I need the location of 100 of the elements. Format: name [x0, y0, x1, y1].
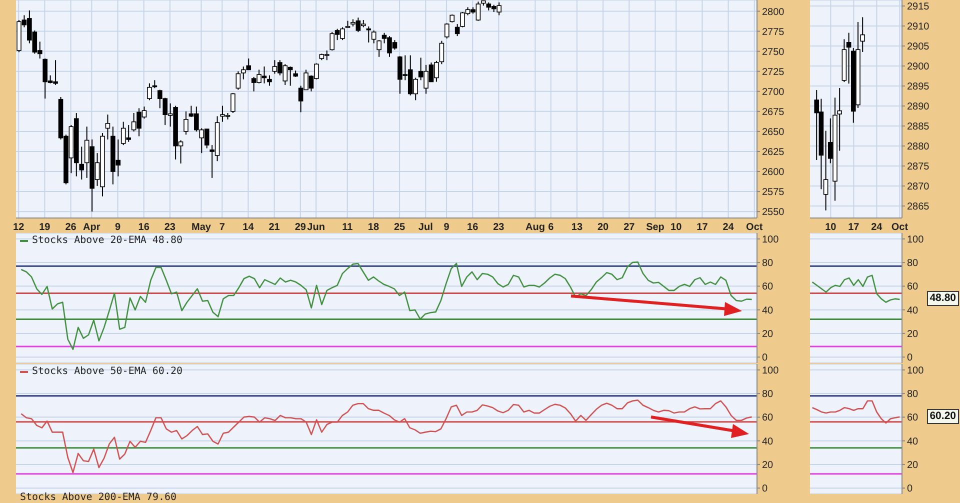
candlestick: [184, 110, 188, 136]
x-tick-label: 11: [342, 222, 354, 234]
candlestick: [105, 114, 110, 140]
y-tick-label: 20: [762, 329, 774, 340]
y-tick-label: 80: [907, 258, 919, 270]
x-tick-label: 24: [871, 222, 883, 234]
candlestick: [371, 30, 376, 44]
y-tick-label: 2905: [907, 42, 930, 53]
x-tick-label: 24: [722, 222, 734, 234]
x-tick-label: 6: [548, 222, 554, 234]
x-tick-label: Aug: [525, 222, 545, 234]
x-tick-label: Jun: [307, 222, 325, 234]
y-tick-label: 2700: [762, 86, 785, 98]
x-tick-label: 21: [268, 222, 280, 234]
text: 48.80: [926, 291, 959, 306]
candlestick: [230, 92, 236, 114]
x-tick-label: 16: [138, 222, 150, 234]
x-tick-label: Oct: [891, 222, 909, 234]
y-tick-label: 2675: [762, 106, 785, 118]
x-tick-label: Sep: [646, 222, 664, 234]
candlestick: [366, 26, 372, 43]
y-tick-label: 40: [762, 436, 774, 448]
candlestick: [454, 24, 460, 37]
legend-label: Stocks Above 50-EMA 60.20: [32, 366, 183, 377]
y-tick-label: 60: [907, 412, 919, 424]
x-tick-label: 23: [493, 222, 505, 234]
y-tick-label: 2900: [907, 62, 930, 73]
candlestick: [444, 22, 450, 39]
y-tick-label: 2650: [762, 126, 785, 138]
y-tick-label: 2885: [907, 122, 930, 133]
y-tick-label: 2870: [907, 182, 930, 193]
x-tick-label: 17: [696, 222, 708, 234]
x-tick-label: 18: [368, 222, 380, 234]
y-tick-label: 0: [907, 352, 913, 364]
y-tick-label: 2895: [907, 82, 930, 93]
y-tick-label: 20: [762, 460, 774, 472]
y-tick-label: 80: [762, 389, 774, 400]
y-tick-label: 0: [762, 484, 768, 495]
x-tick-label: 19: [39, 222, 51, 234]
y-tick-label: 100: [907, 365, 924, 376]
x-tick-label: 27: [624, 222, 636, 234]
y-tick-label: 2865: [907, 202, 930, 213]
candlestick: [267, 74, 272, 86]
y-tick-label: 20: [907, 460, 919, 472]
x-tick-label: 7: [219, 222, 226, 234]
line-series: [812, 274, 900, 303]
candlestick: [236, 70, 241, 90]
y-tick-label: 40: [762, 305, 774, 316]
x-tick-label: Oct: [746, 222, 764, 234]
y-tick-label: 40: [907, 305, 919, 316]
x-tick-label: 29: [294, 222, 306, 234]
x-tick-label: 16: [467, 222, 479, 234]
x-tick-label: Apr: [83, 222, 100, 234]
y-tick-label: 40: [907, 436, 919, 448]
x-tick-label: 17: [848, 222, 860, 234]
y-tick-label: 2725: [762, 66, 785, 78]
y-tick-label: 2575: [762, 187, 785, 198]
y-tick-label: 2550: [762, 207, 785, 218]
y-tick-label: 0: [907, 484, 913, 495]
y-tick-label: 2600: [762, 167, 785, 178]
y-tick-label: 20: [907, 329, 919, 340]
y-tick-label: 0: [762, 352, 768, 364]
x-tick-label: 9: [114, 222, 121, 234]
y-tick-label: 80: [907, 389, 919, 400]
x-tick-label: Jul: [418, 222, 434, 234]
x-tick-label: 25: [394, 222, 406, 234]
y-tick-label: 2625: [762, 147, 785, 158]
x-tick-label: 20: [597, 222, 610, 234]
candlestick: [147, 82, 152, 101]
x-tick-label: 13: [571, 222, 583, 234]
y-tick-label: 2800: [762, 6, 785, 18]
y-tick-label: 100: [762, 234, 780, 246]
y-tick-label: 2890: [907, 102, 930, 113]
y-tick-label: 100: [907, 234, 924, 246]
y-tick-label: 2880: [907, 142, 930, 153]
y-tick-label: 80: [762, 258, 774, 270]
legend-label: Stocks Above 20-EMA 48.80: [32, 235, 183, 246]
x-tick-label: 12: [13, 222, 25, 234]
text: 60.20: [926, 408, 959, 424]
y-tick-label: 60: [907, 282, 919, 293]
x-tick-label: 26: [65, 222, 77, 234]
y-tick-label: 2775: [762, 26, 785, 38]
y-tick-label: 2910: [907, 22, 930, 33]
x-tick-label: 23: [164, 222, 176, 234]
candlestick: [439, 40, 444, 65]
line-series: [812, 400, 900, 424]
y-tick-label: 2750: [762, 46, 785, 58]
y-tick-label: 2915: [907, 2, 930, 13]
y-tick-label: 100: [762, 365, 780, 376]
y-tick-label: 60: [762, 412, 774, 424]
text: Stocks Above 200-EMA 79.60: [20, 492, 177, 503]
x-tick-label: May: [192, 222, 212, 234]
x-tick-label: 9: [444, 222, 450, 234]
x-tick-label: 10: [825, 222, 837, 234]
x-tick-label: 10: [670, 222, 682, 234]
candlestick: [376, 40, 382, 58]
y-tick-label: 2875: [907, 162, 930, 173]
y-tick-label: 60: [762, 282, 774, 293]
candlestick: [823, 130, 828, 211]
candlestick: [79, 146, 84, 180]
